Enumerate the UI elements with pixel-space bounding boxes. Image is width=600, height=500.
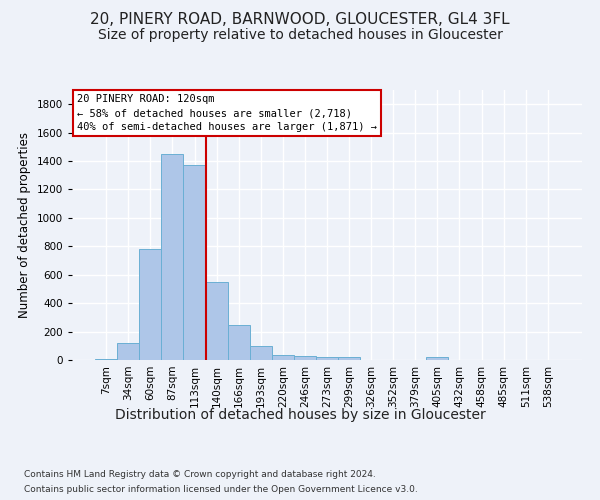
Bar: [161, 154, 184, 360]
Bar: [250, 346, 272, 360]
Text: Contains HM Land Registry data © Crown copyright and database right 2024.: Contains HM Land Registry data © Crown c…: [24, 470, 376, 479]
Bar: [95, 358, 117, 360]
Bar: [338, 357, 360, 360]
Bar: [184, 166, 206, 360]
Bar: [227, 325, 250, 360]
Text: Distribution of detached houses by size in Gloucester: Distribution of detached houses by size …: [115, 408, 485, 422]
Bar: [294, 356, 316, 360]
Text: Contains public sector information licensed under the Open Government Licence v3: Contains public sector information licen…: [24, 485, 418, 494]
Bar: [206, 282, 227, 360]
Text: Size of property relative to detached houses in Gloucester: Size of property relative to detached ho…: [98, 28, 502, 42]
Bar: [427, 357, 448, 360]
Bar: [139, 249, 161, 360]
Text: 20, PINERY ROAD, BARNWOOD, GLOUCESTER, GL4 3FL: 20, PINERY ROAD, BARNWOOD, GLOUCESTER, G…: [90, 12, 510, 28]
Text: 20 PINERY ROAD: 120sqm
← 58% of detached houses are smaller (2,718)
40% of semi-: 20 PINERY ROAD: 120sqm ← 58% of detached…: [77, 94, 377, 132]
Bar: [272, 355, 294, 360]
Bar: [117, 343, 139, 360]
Bar: [316, 357, 338, 360]
Y-axis label: Number of detached properties: Number of detached properties: [18, 132, 31, 318]
